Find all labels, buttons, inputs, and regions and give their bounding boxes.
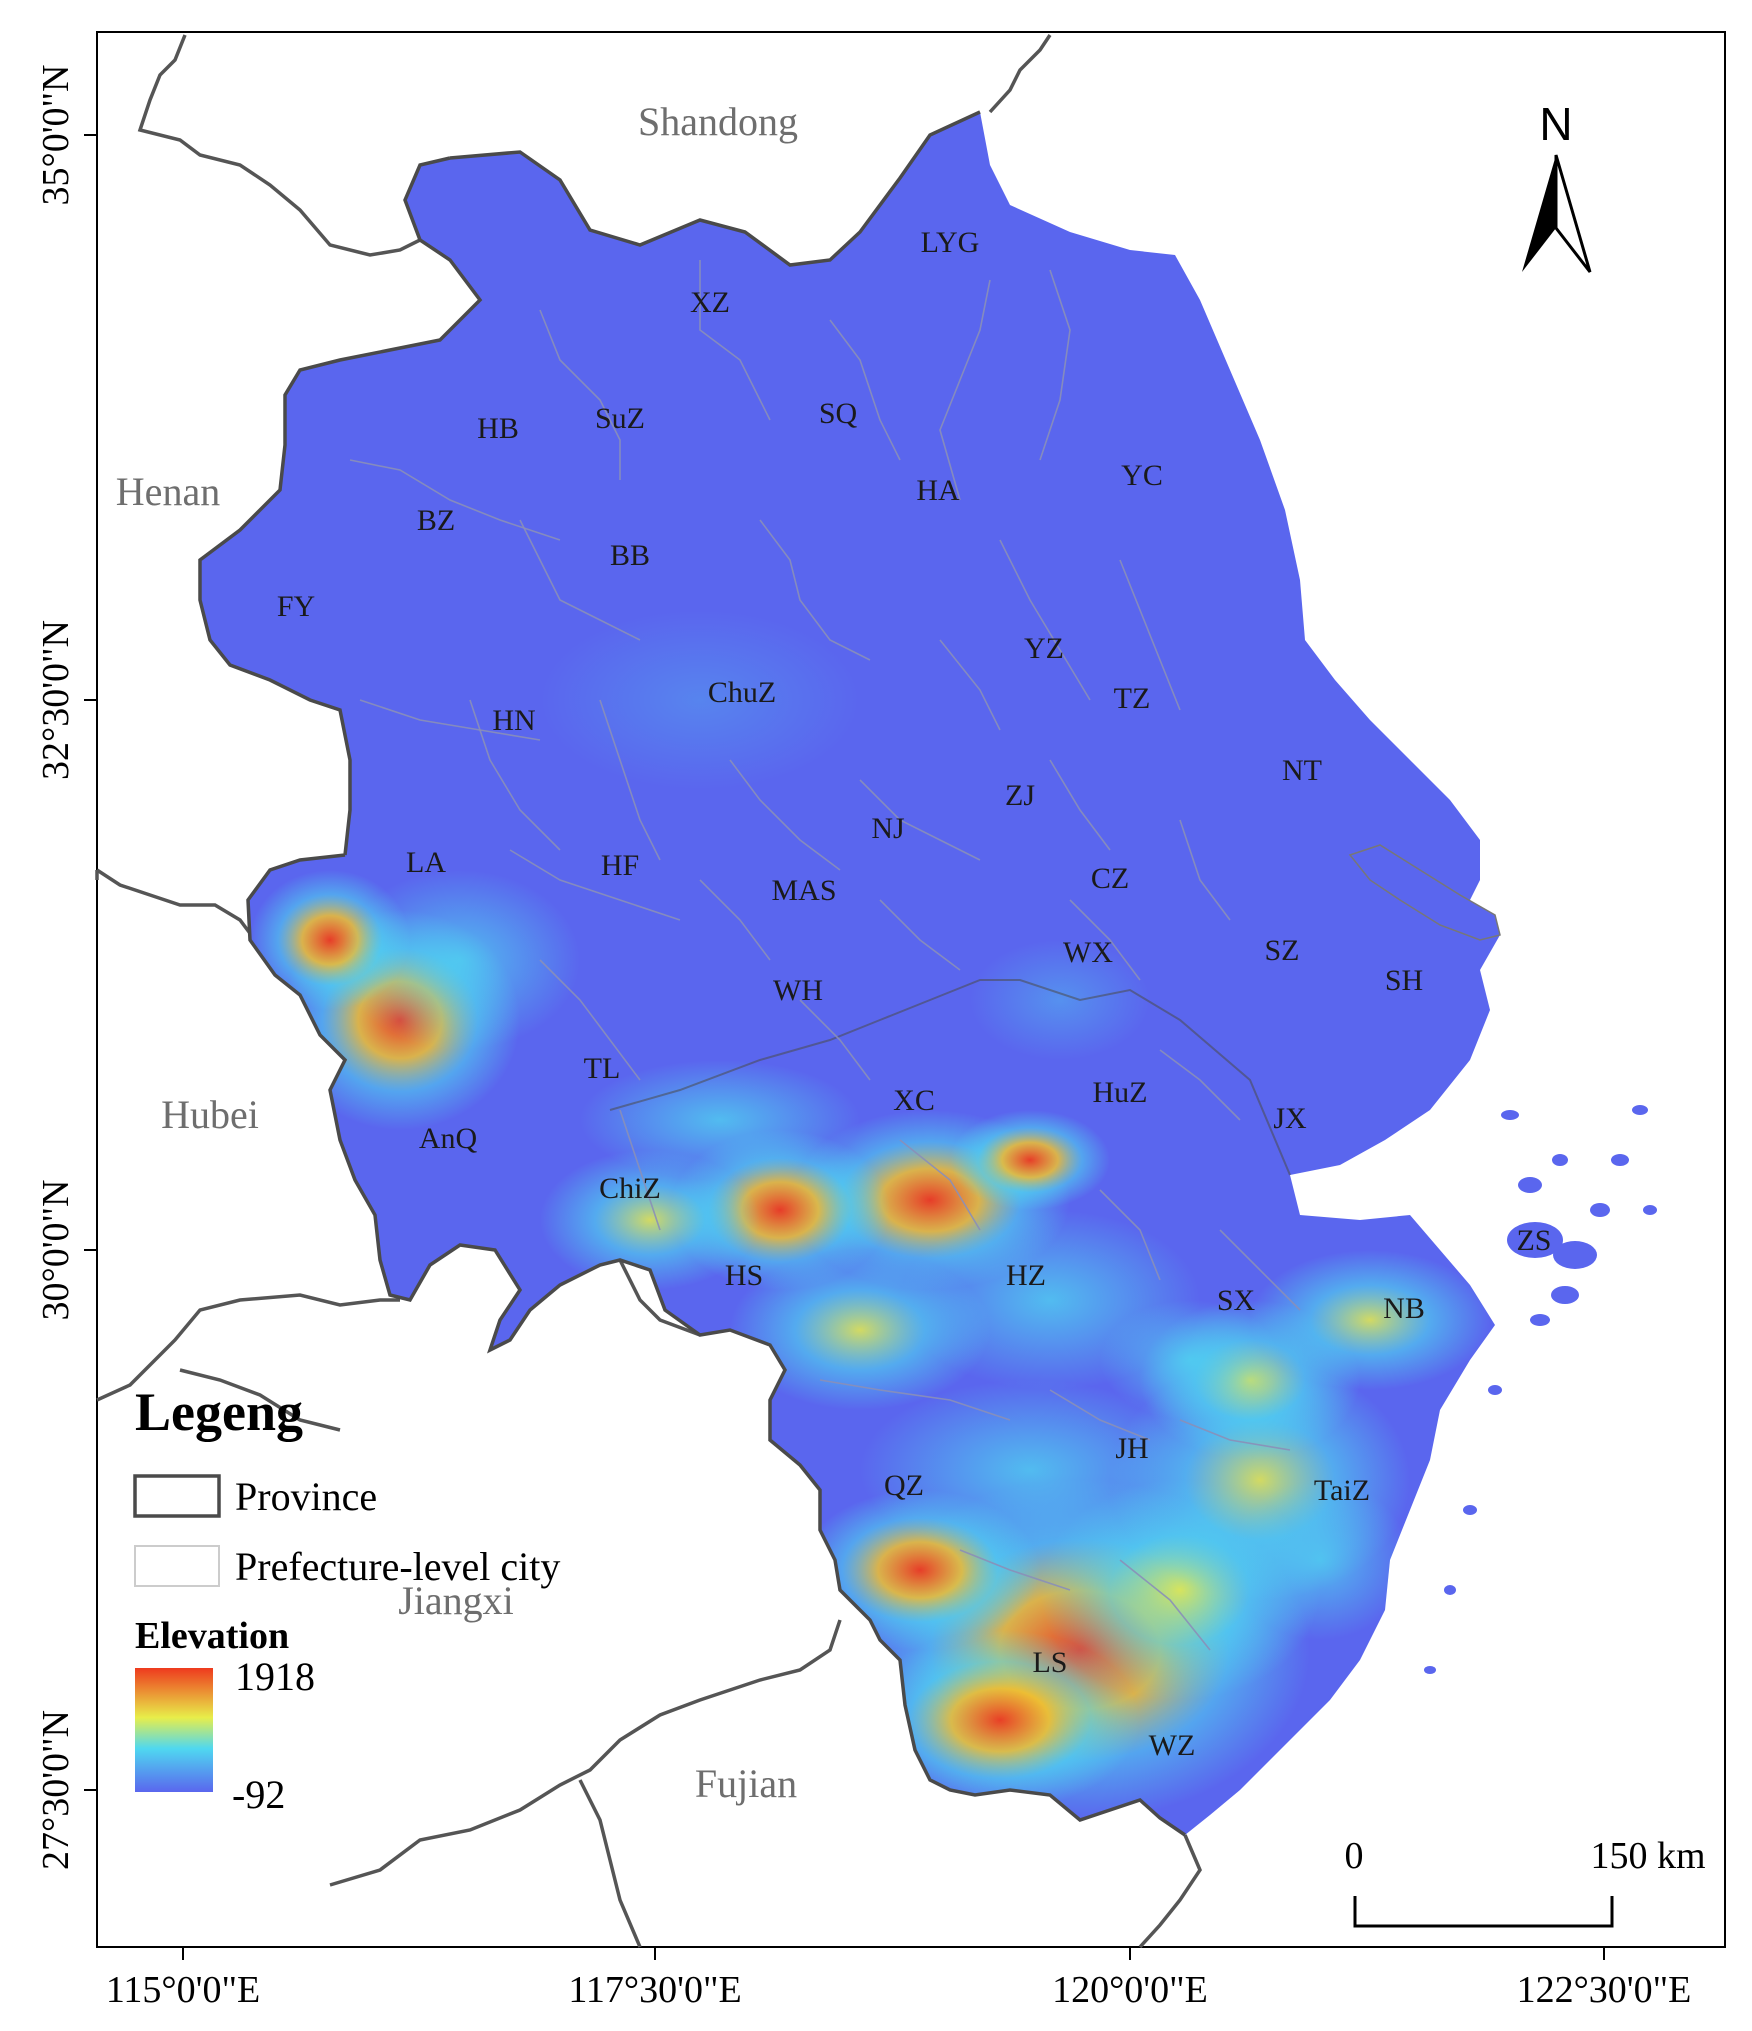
north-label: N <box>1539 98 1572 150</box>
city-label: ZJ <box>1005 779 1035 812</box>
scale-end-label: 150 km <box>1590 1835 1705 1877</box>
study-region <box>198 110 1657 1837</box>
legend: Legeng Province Prefecture-level city El… <box>133 1382 560 1817</box>
city-label: WZ <box>1149 1729 1196 1762</box>
legend-elevation-ramp <box>135 1668 213 1792</box>
lon-label: 122°30'0"E <box>1517 1969 1692 2011</box>
province-label-jiangxi: Jiangxi <box>398 1578 514 1623</box>
city-label: TaiZ <box>1314 1474 1370 1507</box>
city-label: ChuZ <box>708 676 776 709</box>
city-label: WH <box>773 974 823 1007</box>
city-boundaries <box>349 260 1301 1651</box>
lat-axis: 35°0'0"N 32°30'0"N 30°0'0"N 27°30'0"N <box>35 65 97 1870</box>
city-label: JH <box>1115 1432 1148 1465</box>
scale-start-label: 0 <box>1345 1835 1364 1877</box>
city-label: NB <box>1383 1292 1425 1325</box>
city-label: BB <box>610 539 650 572</box>
city-labels: LYG XZ SuZ HB SQ HA YC BZ BB FY YZ ChuZ … <box>277 226 1552 1762</box>
city-label: LYG <box>921 226 980 259</box>
city-label: HuZ <box>1093 1076 1148 1109</box>
legend-province-label: Province <box>235 1474 377 1519</box>
lat-label: 35°0'0"N <box>35 65 77 206</box>
city-label: JX <box>1273 1102 1307 1135</box>
zhoushan-islands <box>1424 1105 1657 1674</box>
province-label-hubei: Hubei <box>161 1092 259 1137</box>
city-label: NT <box>1282 754 1322 787</box>
province-label-henan: Henan <box>116 469 220 514</box>
lon-axis: 115°0'0"E 117°30'0"E 120°0'0"E 122°30'0"… <box>106 1947 1692 2011</box>
province-boundary <box>198 110 1186 1837</box>
city-label: FY <box>277 590 315 623</box>
lon-label: 120°0'0"E <box>1052 1969 1208 2011</box>
city-label: ZS <box>1516 1224 1551 1257</box>
city-label: XZ <box>690 286 730 319</box>
city-label: SZ <box>1264 934 1299 967</box>
neighbor-labels: Shandong Henan Hubei Jiangxi Fujian <box>116 99 798 1806</box>
city-label: YC <box>1121 459 1163 492</box>
city-label: NJ <box>871 812 905 845</box>
city-label: HN <box>492 704 535 737</box>
lat-label: 27°30'0"N <box>35 1710 77 1870</box>
city-label: SH <box>1385 964 1423 997</box>
lat-label: 32°30'0"N <box>35 620 77 780</box>
city-label: XC <box>893 1084 935 1117</box>
city-label: CZ <box>1091 862 1129 895</box>
lat-label: 30°0'0"N <box>35 1180 77 1321</box>
north-arrow-icon <box>1522 155 1556 272</box>
city-label: BZ <box>417 504 455 537</box>
legend-province-swatch <box>133 1474 221 1518</box>
province-label-fujian: Fujian <box>695 1761 797 1806</box>
city-label: LS <box>1032 1646 1067 1679</box>
legend-city-label: Prefecture-level city <box>235 1544 560 1589</box>
legend-elevation-min: -92 <box>232 1772 285 1817</box>
city-label: TZ <box>1114 682 1151 715</box>
city-label: HZ <box>1006 1259 1046 1292</box>
city-label: HA <box>916 474 960 507</box>
neighbor-boundaries <box>95 34 1202 1949</box>
city-label: QZ <box>884 1469 924 1502</box>
city-label: SuZ <box>595 402 645 435</box>
city-label: LA <box>406 846 446 879</box>
city-label: TL <box>584 1052 621 1085</box>
city-label: HB <box>477 412 519 445</box>
city-label: MAS <box>771 874 836 907</box>
legend-title: Legeng <box>135 1382 303 1442</box>
legend-elevation-title: Elevation <box>135 1615 289 1657</box>
lon-label: 115°0'0"E <box>106 1969 260 2011</box>
scale-bar: 0 150 km <box>1345 1835 1706 1928</box>
city-label: YZ <box>1024 632 1064 665</box>
legend-city-swatch <box>134 1545 220 1587</box>
province-label-shandong: Shandong <box>638 99 798 144</box>
city-label: SX <box>1217 1284 1256 1317</box>
city-label: HF <box>601 849 639 882</box>
city-label: HS <box>725 1259 763 1292</box>
legend-elevation-max: 1918 <box>235 1654 315 1699</box>
city-label: SQ <box>819 397 858 430</box>
north-arrow: N <box>1522 98 1592 273</box>
city-label: ChiZ <box>599 1172 661 1205</box>
city-label: AnQ <box>419 1122 478 1155</box>
lon-label: 117°30'0"E <box>568 1969 741 2011</box>
city-label: WX <box>1063 936 1113 969</box>
